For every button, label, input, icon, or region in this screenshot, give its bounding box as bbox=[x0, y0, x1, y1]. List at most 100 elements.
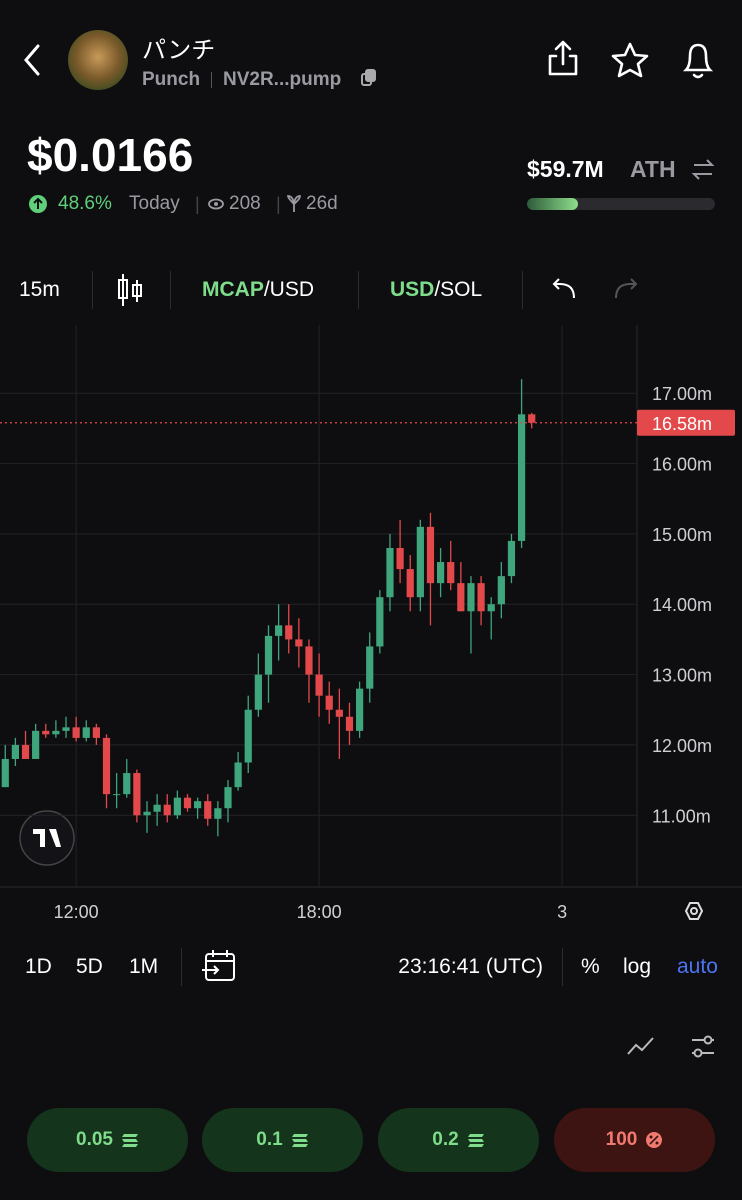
pair-rest: /USD bbox=[263, 278, 315, 301]
x-tick-label: 18:00 bbox=[297, 902, 342, 922]
amount: 100 bbox=[605, 1129, 638, 1150]
ath-label: ATH bbox=[630, 156, 676, 182]
sol-icon bbox=[291, 1134, 308, 1147]
candle-body bbox=[42, 730, 50, 735]
candle-body bbox=[376, 597, 384, 647]
candle-body bbox=[275, 625, 283, 636]
interval[interactable]: 15m bbox=[19, 278, 60, 301]
ath-value: $59.7M bbox=[527, 156, 604, 182]
sol-icon bbox=[467, 1134, 484, 1147]
candle-body bbox=[507, 540, 516, 577]
token-avatar bbox=[68, 30, 128, 90]
amount: 0.2 bbox=[432, 1129, 459, 1150]
undo-button[interactable] bbox=[552, 278, 575, 299]
last-price-badge bbox=[637, 409, 735, 436]
candle-body bbox=[497, 576, 505, 605]
candle-body bbox=[467, 583, 475, 612]
y-tick-label: 12.00m bbox=[652, 736, 712, 756]
candle-body bbox=[386, 547, 394, 598]
candle-body bbox=[315, 674, 323, 696]
date-range-button[interactable] bbox=[200, 948, 240, 986]
quick-buy-button[interactable]: 0.1 bbox=[202, 1108, 363, 1172]
y-tick-label: 15.00m bbox=[652, 525, 712, 545]
divider bbox=[92, 271, 93, 309]
candle-body bbox=[62, 727, 70, 731]
token-name: パンチ bbox=[142, 37, 216, 64]
age-icon bbox=[287, 195, 301, 212]
copy-icon[interactable] bbox=[361, 69, 376, 86]
ath-progress bbox=[527, 198, 578, 210]
alert-button[interactable] bbox=[682, 43, 714, 79]
pair-toggle-1[interactable]: MCAP/USD bbox=[202, 278, 314, 302]
candle-body bbox=[345, 716, 354, 731]
ath-progress-track bbox=[527, 198, 715, 210]
log-toggle[interactable]: log bbox=[623, 955, 652, 978]
views: 208 bbox=[229, 193, 261, 214]
line-tool-button[interactable] bbox=[627, 1037, 654, 1055]
candle-type-button[interactable] bbox=[110, 268, 150, 312]
share-button[interactable] bbox=[548, 40, 578, 76]
sol-icon bbox=[121, 1134, 138, 1147]
amount: 0.1 bbox=[256, 1129, 283, 1150]
price: $0.0166 bbox=[27, 129, 194, 181]
candle-body bbox=[32, 730, 40, 759]
candle-body bbox=[11, 744, 19, 759]
candle-body bbox=[325, 695, 333, 710]
quick-buy-button[interactable]: 0.2 bbox=[378, 1108, 539, 1172]
candle-body bbox=[224, 787, 232, 809]
y-tick-label: 13.00m bbox=[652, 666, 712, 686]
pair-main: USD bbox=[390, 278, 435, 301]
candle-body bbox=[72, 727, 80, 738]
change-period: Today bbox=[129, 193, 180, 214]
token-ticker: Punch bbox=[142, 69, 201, 90]
candle-body bbox=[366, 646, 374, 689]
auto-toggle[interactable]: auto bbox=[677, 955, 718, 978]
tradingview-logo[interactable] bbox=[19, 810, 75, 866]
age: 26d bbox=[306, 193, 338, 214]
candle-body bbox=[436, 562, 445, 584]
pair-toggle-2[interactable]: USD/SOL bbox=[390, 278, 482, 302]
amount: 0.05 bbox=[76, 1129, 113, 1150]
change: 48.6% bbox=[58, 193, 112, 214]
candle-body bbox=[285, 625, 293, 640]
candle-body bbox=[123, 773, 131, 795]
candle-body bbox=[183, 797, 192, 809]
candle-body bbox=[264, 635, 273, 675]
candle-body bbox=[416, 526, 424, 598]
back-button[interactable] bbox=[24, 44, 40, 76]
quick-buy-button[interactable]: 0.05 bbox=[27, 1108, 188, 1172]
range-button[interactable]: 1M bbox=[129, 955, 159, 978]
percent-icon bbox=[646, 1132, 663, 1148]
redo-button[interactable] bbox=[615, 278, 638, 299]
candle-body bbox=[457, 583, 465, 612]
undo-redo bbox=[552, 278, 638, 299]
svg-text:|: | bbox=[276, 194, 281, 214]
favorite-button[interactable] bbox=[611, 42, 649, 78]
candle-body bbox=[194, 801, 202, 809]
candle-body bbox=[528, 414, 536, 423]
candle-body bbox=[234, 762, 242, 788]
candle-body bbox=[244, 709, 252, 763]
header-icons: | | bbox=[24, 30, 715, 214]
divider bbox=[358, 271, 359, 309]
candle-body bbox=[1, 758, 9, 788]
candle-body bbox=[356, 688, 364, 731]
candle-body bbox=[396, 547, 404, 570]
range-button[interactable]: 5D bbox=[76, 955, 103, 978]
swap-icon[interactable] bbox=[691, 159, 715, 180]
range-button[interactable]: 1D bbox=[25, 955, 52, 978]
clock: 23:16:41 (UTC) bbox=[398, 955, 543, 978]
percent-toggle[interactable]: % bbox=[581, 955, 600, 978]
candle-body bbox=[52, 730, 60, 735]
settings-button[interactable] bbox=[684, 902, 704, 920]
candle-body bbox=[406, 569, 414, 598]
x-tick-label: 3 bbox=[557, 902, 567, 922]
indicators-button[interactable] bbox=[692, 1035, 714, 1058]
candle-body bbox=[82, 727, 90, 738]
quick-sell-button[interactable]: 100 bbox=[554, 1108, 715, 1172]
y-tick-label: 16.00m bbox=[652, 455, 712, 475]
candle-body bbox=[113, 794, 121, 796]
token-address: NV2R...pump bbox=[223, 69, 342, 90]
y-tick-label: 14.00m bbox=[652, 595, 712, 615]
candle-body bbox=[295, 639, 303, 647]
